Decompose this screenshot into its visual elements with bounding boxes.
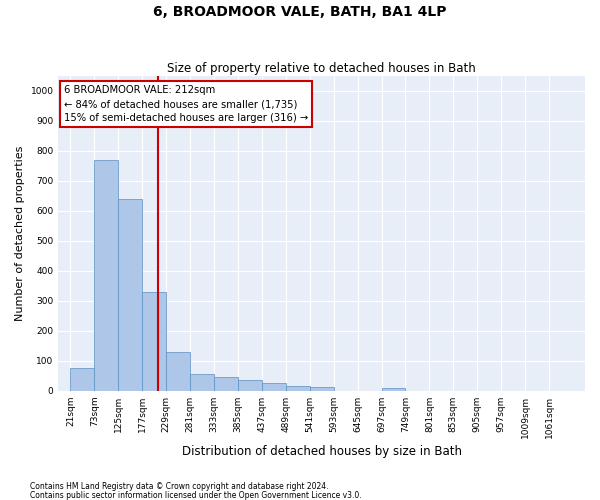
Y-axis label: Number of detached properties: Number of detached properties — [15, 146, 25, 321]
Bar — [94, 160, 118, 390]
Bar — [262, 383, 286, 390]
Text: 6, BROADMOOR VALE, BATH, BA1 4LP: 6, BROADMOOR VALE, BATH, BA1 4LP — [153, 5, 447, 19]
X-axis label: Distribution of detached houses by size in Bath: Distribution of detached houses by size … — [182, 444, 462, 458]
Bar — [310, 387, 334, 390]
Bar — [142, 292, 166, 390]
Title: Size of property relative to detached houses in Bath: Size of property relative to detached ho… — [167, 62, 476, 74]
Bar — [190, 374, 214, 390]
Bar — [382, 388, 406, 390]
Bar — [166, 352, 190, 391]
Text: Contains public sector information licensed under the Open Government Licence v3: Contains public sector information licen… — [30, 490, 362, 500]
Bar — [70, 368, 94, 390]
Bar — [238, 380, 262, 390]
Bar — [118, 198, 142, 390]
Bar — [214, 377, 238, 390]
Text: 6 BROADMOOR VALE: 212sqm
← 84% of detached houses are smaller (1,735)
15% of sem: 6 BROADMOOR VALE: 212sqm ← 84% of detach… — [64, 85, 308, 123]
Text: Contains HM Land Registry data © Crown copyright and database right 2024.: Contains HM Land Registry data © Crown c… — [30, 482, 329, 491]
Bar — [286, 386, 310, 390]
